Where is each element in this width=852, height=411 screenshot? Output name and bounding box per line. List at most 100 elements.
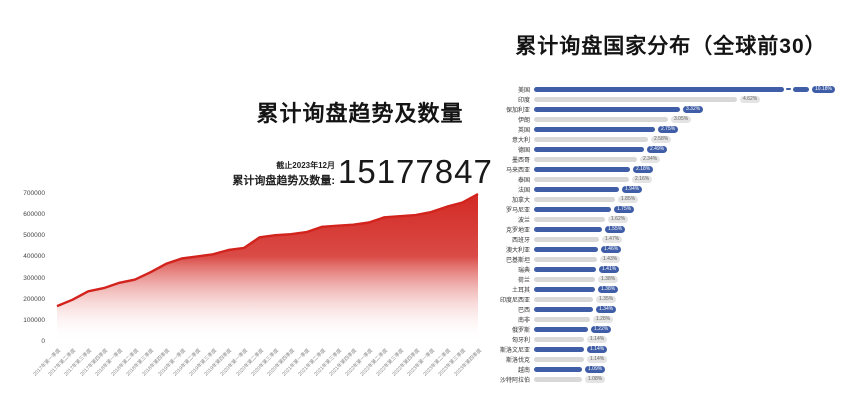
country-label: 俄罗斯 <box>511 327 530 334</box>
value-badge: 1.41% <box>599 265 620 273</box>
bar-row: 印度尼西亚 1.35% <box>490 294 850 304</box>
y-tick-label: 600000 <box>23 211 45 219</box>
country-bar <box>534 136 648 142</box>
country-label: 波兰 <box>517 217 530 224</box>
value-badge: 1.34% <box>596 305 617 313</box>
bar-row: 沙特阿拉伯 1.08% <box>490 374 850 384</box>
bar-row: 德国 2.49% <box>490 144 850 154</box>
country-bar <box>534 366 582 372</box>
y-tick-label: 500000 <box>23 232 45 240</box>
value-badge: 1.35% <box>596 295 617 303</box>
value-badge: 1.47% <box>602 235 623 243</box>
bar-track: 1.47% <box>534 235 850 243</box>
y-tick-label: 300000 <box>23 274 45 282</box>
value-badge: 1.38% <box>598 275 619 283</box>
bar-track: 4.62% <box>534 95 850 103</box>
bar-track: 1.28% <box>534 315 850 323</box>
y-tick-label: 0 <box>41 337 45 345</box>
country-label: 沙特阿拉伯 <box>499 377 530 384</box>
country-label: 克罗地亚 <box>505 227 530 234</box>
country-bar <box>534 346 584 352</box>
value-badge: 2.49% <box>647 145 668 153</box>
country-bar <box>534 166 630 172</box>
asof-date-label: 截止2023年12月 <box>276 161 335 170</box>
cumulative-count-label: 累计询盘趋势及数量: <box>232 175 335 187</box>
bar-track: 1.43% <box>534 255 850 263</box>
country-label: 伊朗 <box>517 117 530 124</box>
bar-row: 土耳其 1.38% <box>490 284 850 294</box>
bar-row: 越南 1.09% <box>490 364 850 374</box>
bar-row: 法国 1.94% <box>490 184 850 194</box>
country-bar <box>534 196 615 202</box>
country-label: 匈牙利 <box>511 337 530 344</box>
country-label: 澳大利亚 <box>505 247 530 254</box>
country-label: 意大利 <box>511 137 530 144</box>
bar-row: 英国 2.75% <box>490 124 850 134</box>
cumulative-count-value: 15177847 <box>338 153 493 190</box>
bar-track: 3.32% <box>534 105 850 113</box>
value-badge: 10.18% <box>812 85 835 93</box>
country-label: 罗马尼亚 <box>505 207 530 214</box>
bar-track: 2.18% <box>534 165 850 173</box>
country-bar <box>534 206 611 212</box>
bar-row: 斯洛文尼亚 1.14% <box>490 344 850 354</box>
value-badge: 1.43% <box>600 255 621 263</box>
country-bar <box>534 146 644 152</box>
country-bar <box>534 316 590 322</box>
bar-track: 1.14% <box>534 335 850 343</box>
country-bar <box>534 326 588 332</box>
trend-chart-title: 累计询盘趋势及数量 <box>256 101 464 126</box>
bar-row: 澳大利亚 1.46% <box>490 244 850 254</box>
bar-track: 2.49% <box>534 145 850 153</box>
value-badge: 3.05% <box>671 115 692 123</box>
value-badge: 1.75% <box>614 205 635 213</box>
country-bar <box>534 296 593 302</box>
area-topline <box>56 192 479 308</box>
bar-track: 1.94% <box>534 185 850 193</box>
country-bar-list: 美国 10.18% 印度 4.62% 保加利亚 3.32% 伊朗 3.05% 英国 2.75% 意大… <box>490 84 850 384</box>
value-badge: 1.14% <box>587 335 608 343</box>
y-tick-label: 700000 <box>23 190 45 197</box>
area-fill <box>57 194 478 342</box>
country-bar <box>534 116 668 122</box>
country-label: 瑞典 <box>517 267 530 274</box>
bar-track: 1.85% <box>534 195 850 203</box>
country-label: 荷兰 <box>517 277 530 284</box>
value-badge: 1.38% <box>598 285 619 293</box>
country-label: 巴基斯坦 <box>505 257 530 264</box>
country-bar <box>534 336 584 342</box>
y-tick-label: 400000 <box>23 253 45 261</box>
country-label: 美国 <box>517 87 530 94</box>
bar-cap-segment <box>793 86 809 92</box>
country-bar <box>534 276 595 282</box>
bar-row: 俄罗斯 1.22% <box>490 324 850 334</box>
y-tick-label: 200000 <box>23 295 45 303</box>
bar-track: 1.75% <box>534 205 850 213</box>
country-label: 斯洛伐克 <box>505 357 530 364</box>
bar-row: 西班牙 1.47% <box>490 234 850 244</box>
trend-area-chart <box>56 192 479 342</box>
value-badge: 1.28% <box>593 315 614 323</box>
value-badge: 1.22% <box>591 325 612 333</box>
bar-row: 巴基斯坦 1.43% <box>490 254 850 264</box>
country-label: 英国 <box>517 127 530 134</box>
value-badge: 2.75% <box>658 125 679 133</box>
country-bar <box>534 186 619 192</box>
value-badge: 1.09% <box>585 365 606 373</box>
country-label: 南非 <box>517 317 530 324</box>
bar-track: 1.35% <box>534 295 850 303</box>
country-label: 德国 <box>517 147 530 154</box>
value-badge: 1.85% <box>618 195 639 203</box>
bar-track: 2.75% <box>534 125 850 133</box>
bar-track: 1.09% <box>534 365 850 373</box>
bar-track: 3.05% <box>534 115 850 123</box>
value-badge: 1.14% <box>587 355 608 363</box>
bar-row: 巴西 1.34% <box>490 304 850 314</box>
country-bar <box>534 156 637 162</box>
value-badge: 1.08% <box>585 375 606 383</box>
bar-track: 1.38% <box>534 275 850 283</box>
country-label: 越南 <box>517 367 530 374</box>
value-badge: 2.58% <box>651 135 672 143</box>
country-chart-title: 累计询盘国家分布（全球前30） <box>515 35 827 58</box>
